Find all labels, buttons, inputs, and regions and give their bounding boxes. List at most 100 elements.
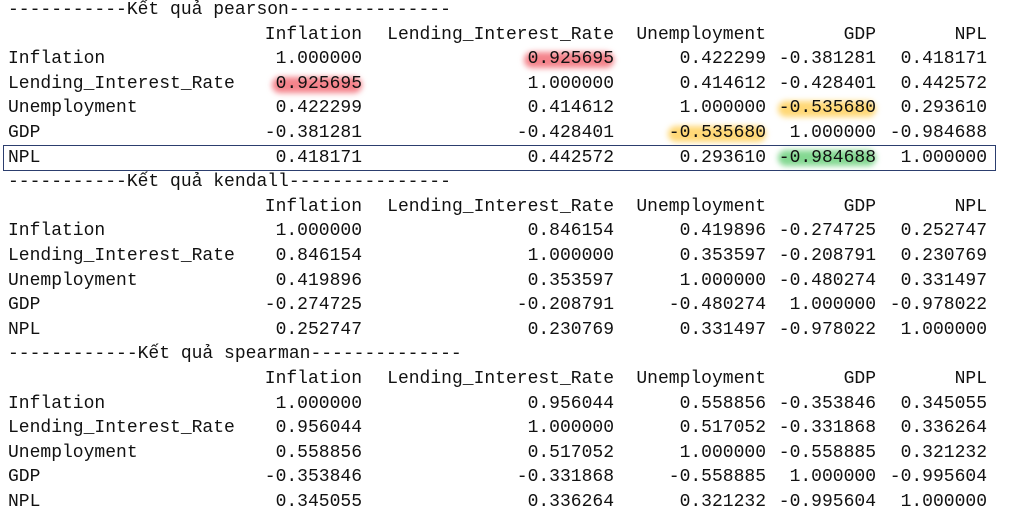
cell-value: -0.353846 xyxy=(264,467,362,488)
cell-value: 0.353597 xyxy=(679,246,766,266)
cell-value: 0.925695 xyxy=(527,49,614,70)
cell-value: 1.000000 xyxy=(275,49,362,70)
cell-value: 0.321232 xyxy=(679,492,766,512)
cell-value: 1.000000 xyxy=(789,295,876,316)
cell-value: 0.230769 xyxy=(900,246,987,266)
column-header: NPL xyxy=(954,369,987,389)
cell-value: -0.558885 xyxy=(668,467,766,488)
cell-value: 1.000000 xyxy=(679,98,766,119)
cell-value: 1.000000 xyxy=(789,123,876,143)
cell-value: 0.345055 xyxy=(275,492,362,512)
cell-value: -0.331868 xyxy=(778,418,876,439)
cell-value: 0.846154 xyxy=(527,221,614,242)
column-header: Lending_Interest_Rate xyxy=(387,196,614,217)
cell-value: -0.274725 xyxy=(264,295,362,316)
cell-value: 1.000000 xyxy=(527,418,614,439)
column-header: GDP xyxy=(843,24,876,45)
row-label: Inflation xyxy=(8,393,106,414)
cell-value: 0.422299 xyxy=(275,98,362,119)
cell-value: 0.331497 xyxy=(900,270,987,291)
cell-value: 0.517052 xyxy=(527,442,614,463)
section-header: -----------Kết quả kendall--------------… xyxy=(8,172,451,193)
cell-value: 0.331497 xyxy=(679,319,766,340)
cell-value: -0.535680 xyxy=(668,123,766,143)
row-label: Inflation xyxy=(8,221,106,242)
cell-value: -0.428401 xyxy=(516,123,614,143)
cell-value: 0.419896 xyxy=(275,270,362,291)
cell-value: 0.517052 xyxy=(679,418,766,439)
cell-value: -0.558885 xyxy=(778,442,876,463)
column-header: NPL xyxy=(954,196,987,217)
column-header: Inflation xyxy=(264,196,362,217)
cell-value: 1.000000 xyxy=(275,221,362,242)
cell-value: 1.000000 xyxy=(679,442,766,463)
cell-value: 0.418171 xyxy=(900,49,987,70)
cell-value: 1.000000 xyxy=(900,319,987,340)
cell-value: -0.381281 xyxy=(778,49,876,70)
row-label: GDP xyxy=(8,123,41,143)
cell-value: 0.418171 xyxy=(275,147,362,168)
cell-value: 0.956044 xyxy=(275,418,362,439)
cell-value: 1.000000 xyxy=(527,246,614,266)
highlight xyxy=(524,52,614,68)
cell-value: -0.331868 xyxy=(516,467,614,488)
cell-value: 0.230769 xyxy=(527,319,614,340)
column-header: NPL xyxy=(954,24,987,45)
column-header: Lending_Interest_Rate xyxy=(387,24,614,45)
cell-value: 0.353597 xyxy=(527,270,614,291)
cell-value: -0.353846 xyxy=(778,393,876,414)
row-label: Lending_Interest_Rate xyxy=(8,418,235,439)
cell-value: -0.208791 xyxy=(516,295,614,316)
cell-value: 0.442572 xyxy=(900,73,987,94)
cell-value: 0.558856 xyxy=(679,393,766,414)
cell-value: 0.252747 xyxy=(275,319,362,340)
row-label: Unemployment xyxy=(8,98,138,119)
column-header: GDP xyxy=(843,196,876,217)
column-header: Unemployment xyxy=(636,196,766,217)
column-header: GDP xyxy=(843,369,876,389)
cell-value: 0.336264 xyxy=(527,492,614,512)
highlight xyxy=(668,126,766,142)
cell-value: -0.995604 xyxy=(889,467,987,488)
cell-value: 1.000000 xyxy=(527,73,614,94)
highlight xyxy=(778,101,876,117)
cell-value: 0.419896 xyxy=(679,221,766,242)
cell-value: -0.428401 xyxy=(778,73,876,94)
row-label: Lending_Interest_Rate xyxy=(8,246,235,266)
cell-value: -0.480274 xyxy=(778,270,876,291)
row-label: NPL xyxy=(8,147,41,168)
section-header: -----------Kết quả pearson--------------… xyxy=(8,0,451,20)
highlight xyxy=(778,150,876,166)
row-label: NPL xyxy=(8,319,41,340)
cell-value: 1.000000 xyxy=(900,492,987,512)
cell-value: 1.000000 xyxy=(789,467,876,488)
cell-value: 0.558856 xyxy=(275,442,362,463)
cell-value: 0.925695 xyxy=(275,73,362,94)
column-header: Inflation xyxy=(264,24,362,45)
cell-value: 1.000000 xyxy=(900,147,987,168)
column-header: Unemployment xyxy=(636,24,766,45)
cell-value: -0.995604 xyxy=(778,492,876,512)
cell-value: 1.000000 xyxy=(679,270,766,291)
column-header: Unemployment xyxy=(636,369,766,389)
row-label: NPL xyxy=(8,492,41,512)
row-label: GDP xyxy=(8,467,41,488)
cell-value: 1.000000 xyxy=(275,393,362,414)
cell-value: -0.208791 xyxy=(778,246,876,266)
cell-value: 0.442572 xyxy=(527,147,614,168)
row-label: Lending_Interest_Rate xyxy=(8,73,235,94)
row-label: Unemployment xyxy=(8,270,138,291)
cell-value: -0.978022 xyxy=(778,319,876,340)
cell-value: -0.978022 xyxy=(889,295,987,316)
cell-value: -0.984688 xyxy=(778,147,876,168)
cell-value: 0.414612 xyxy=(527,98,614,119)
section-header: ------------Kết quả spearman------------… xyxy=(8,344,462,365)
column-header: Lending_Interest_Rate xyxy=(387,369,614,389)
row-label: Inflation xyxy=(8,49,106,70)
cell-value: 0.321232 xyxy=(900,442,987,463)
row-label: Unemployment xyxy=(8,442,138,463)
cell-value: 0.414612 xyxy=(679,73,766,94)
cell-value: 0.345055 xyxy=(900,393,987,414)
cell-value: -0.381281 xyxy=(264,123,362,143)
cell-value: 0.422299 xyxy=(679,49,766,70)
